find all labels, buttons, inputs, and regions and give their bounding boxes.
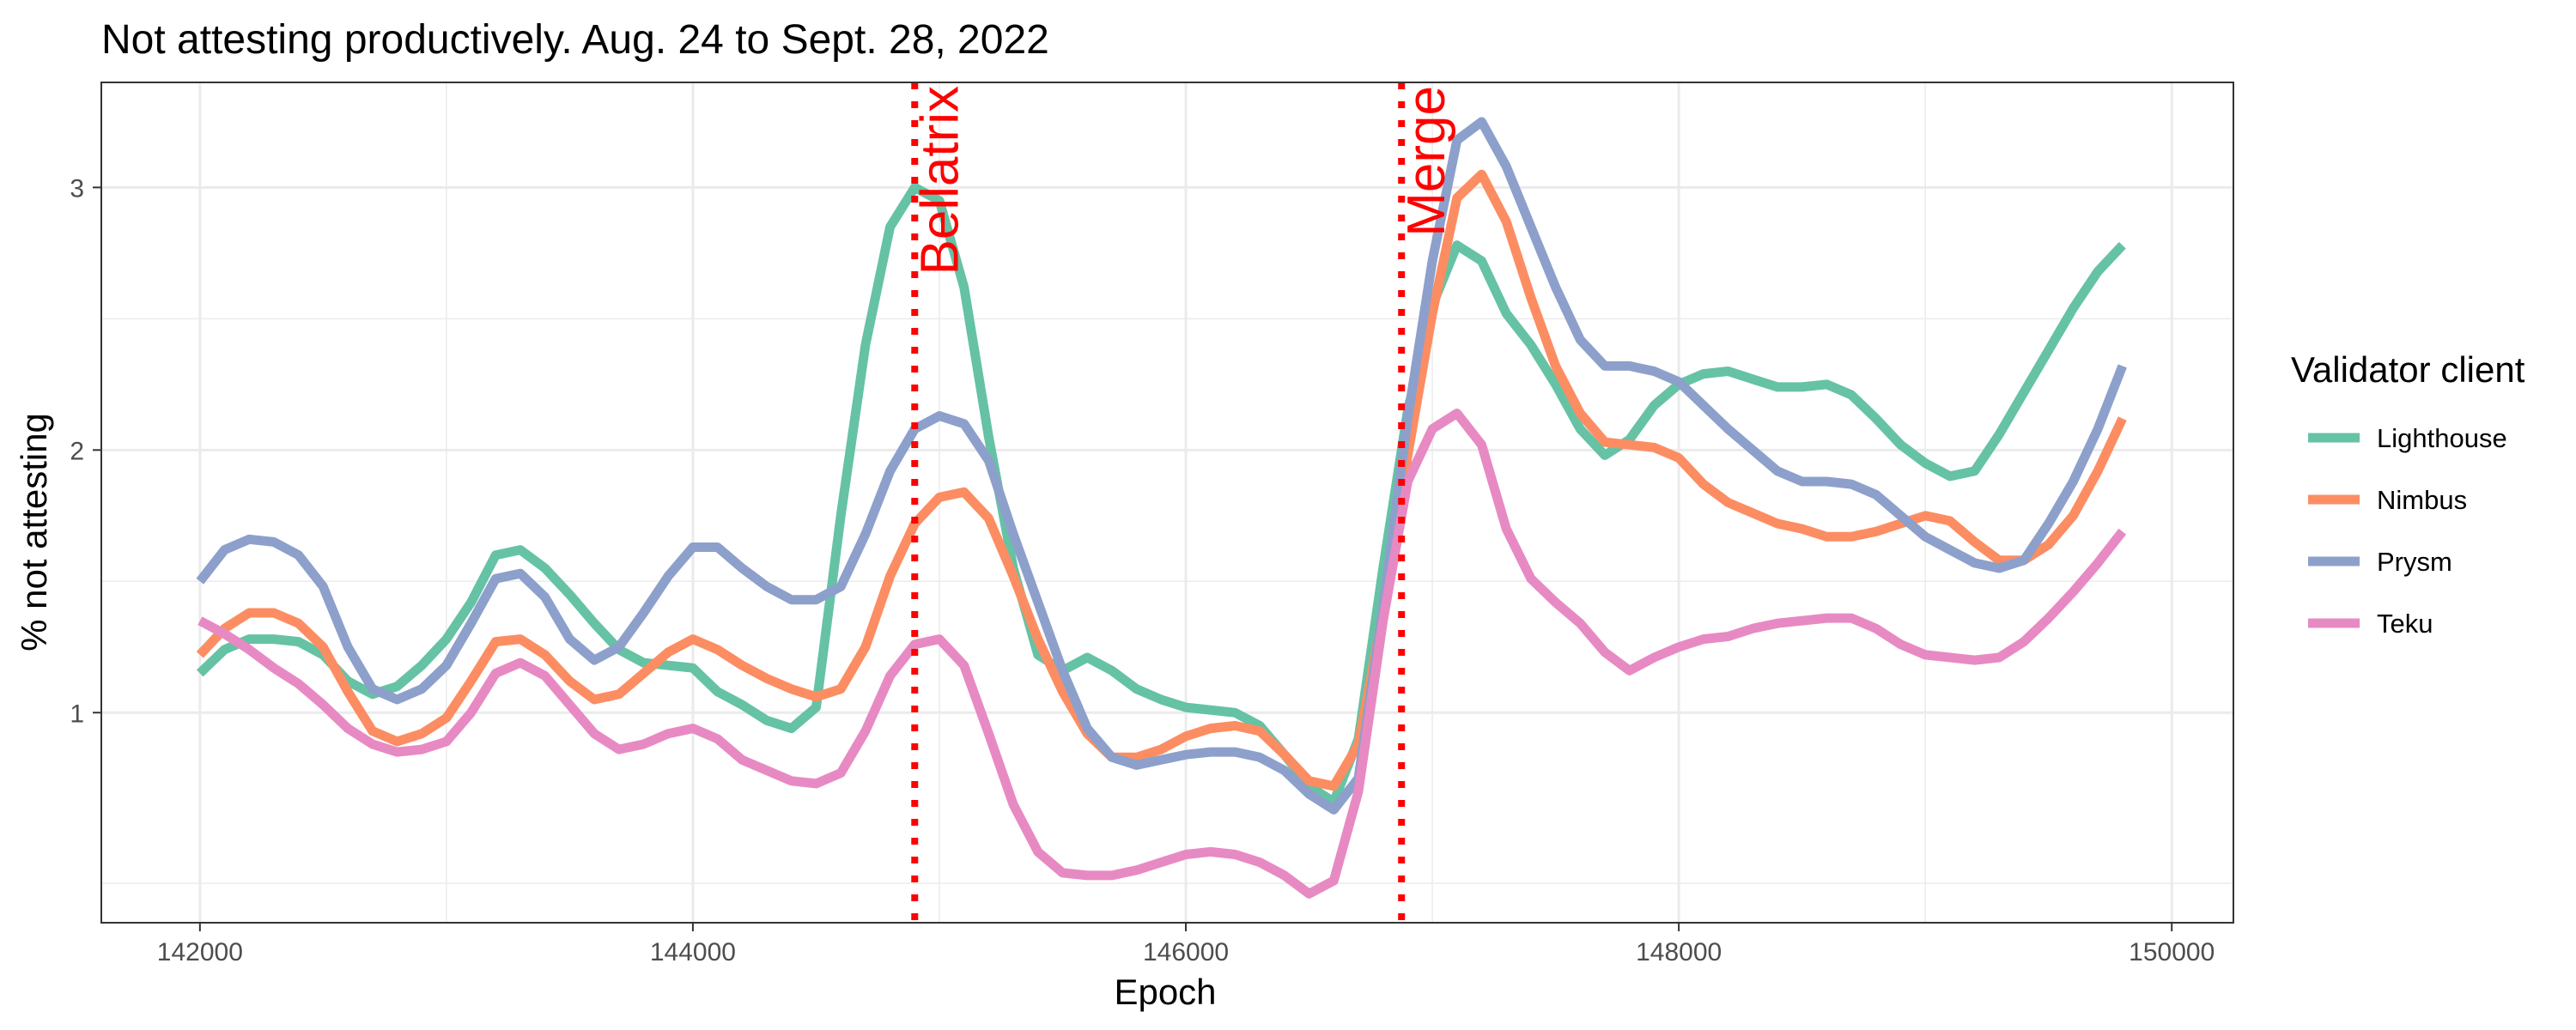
plot-panel-border (100, 82, 2234, 924)
x-tick-label: 150000 (2129, 938, 2215, 966)
y-tick-label: 2 (70, 437, 84, 465)
y-tick-label: 1 (70, 700, 84, 728)
series-line-prysm (196, 117, 2127, 815)
legend-label-nimbus: Nimbus (2377, 485, 2467, 515)
annotation-label-merge: Merge (1397, 86, 1456, 237)
x-tick-label: 146000 (1143, 938, 1229, 966)
series-line-nimbus (196, 169, 2127, 791)
series-lines (196, 117, 2127, 899)
x-tick-label: 142000 (157, 938, 243, 966)
legend-title: Validator client (2291, 349, 2525, 390)
y-axis-title: % not attesting (14, 413, 54, 651)
legend-label-teku: Teku (2377, 609, 2433, 639)
annotation-label-bellatrix: Bellatrix (910, 86, 969, 276)
series-line-teku (197, 409, 2127, 899)
x-tick-label: 148000 (1636, 938, 1722, 966)
series-line-lighthouse (196, 182, 2126, 807)
grid (101, 82, 2233, 923)
legend-label-prysm: Prysm (2377, 547, 2452, 577)
axes: 142000 144000 146000 148000 150000 1 2 3 (70, 174, 2215, 966)
annotations: Bellatrix Merge (910, 82, 1456, 923)
x-tick-label: 144000 (650, 938, 736, 966)
chart-title: Not attesting productively. Aug. 24 to S… (101, 17, 1049, 63)
legend-label-lighthouse: Lighthouse (2377, 423, 2507, 453)
legend: Validator client Lighthouse Nimbus Prysm Te… (2291, 349, 2525, 639)
y-tick-label: 3 (70, 174, 84, 203)
x-axis-title: Epoch (1114, 972, 1216, 1012)
